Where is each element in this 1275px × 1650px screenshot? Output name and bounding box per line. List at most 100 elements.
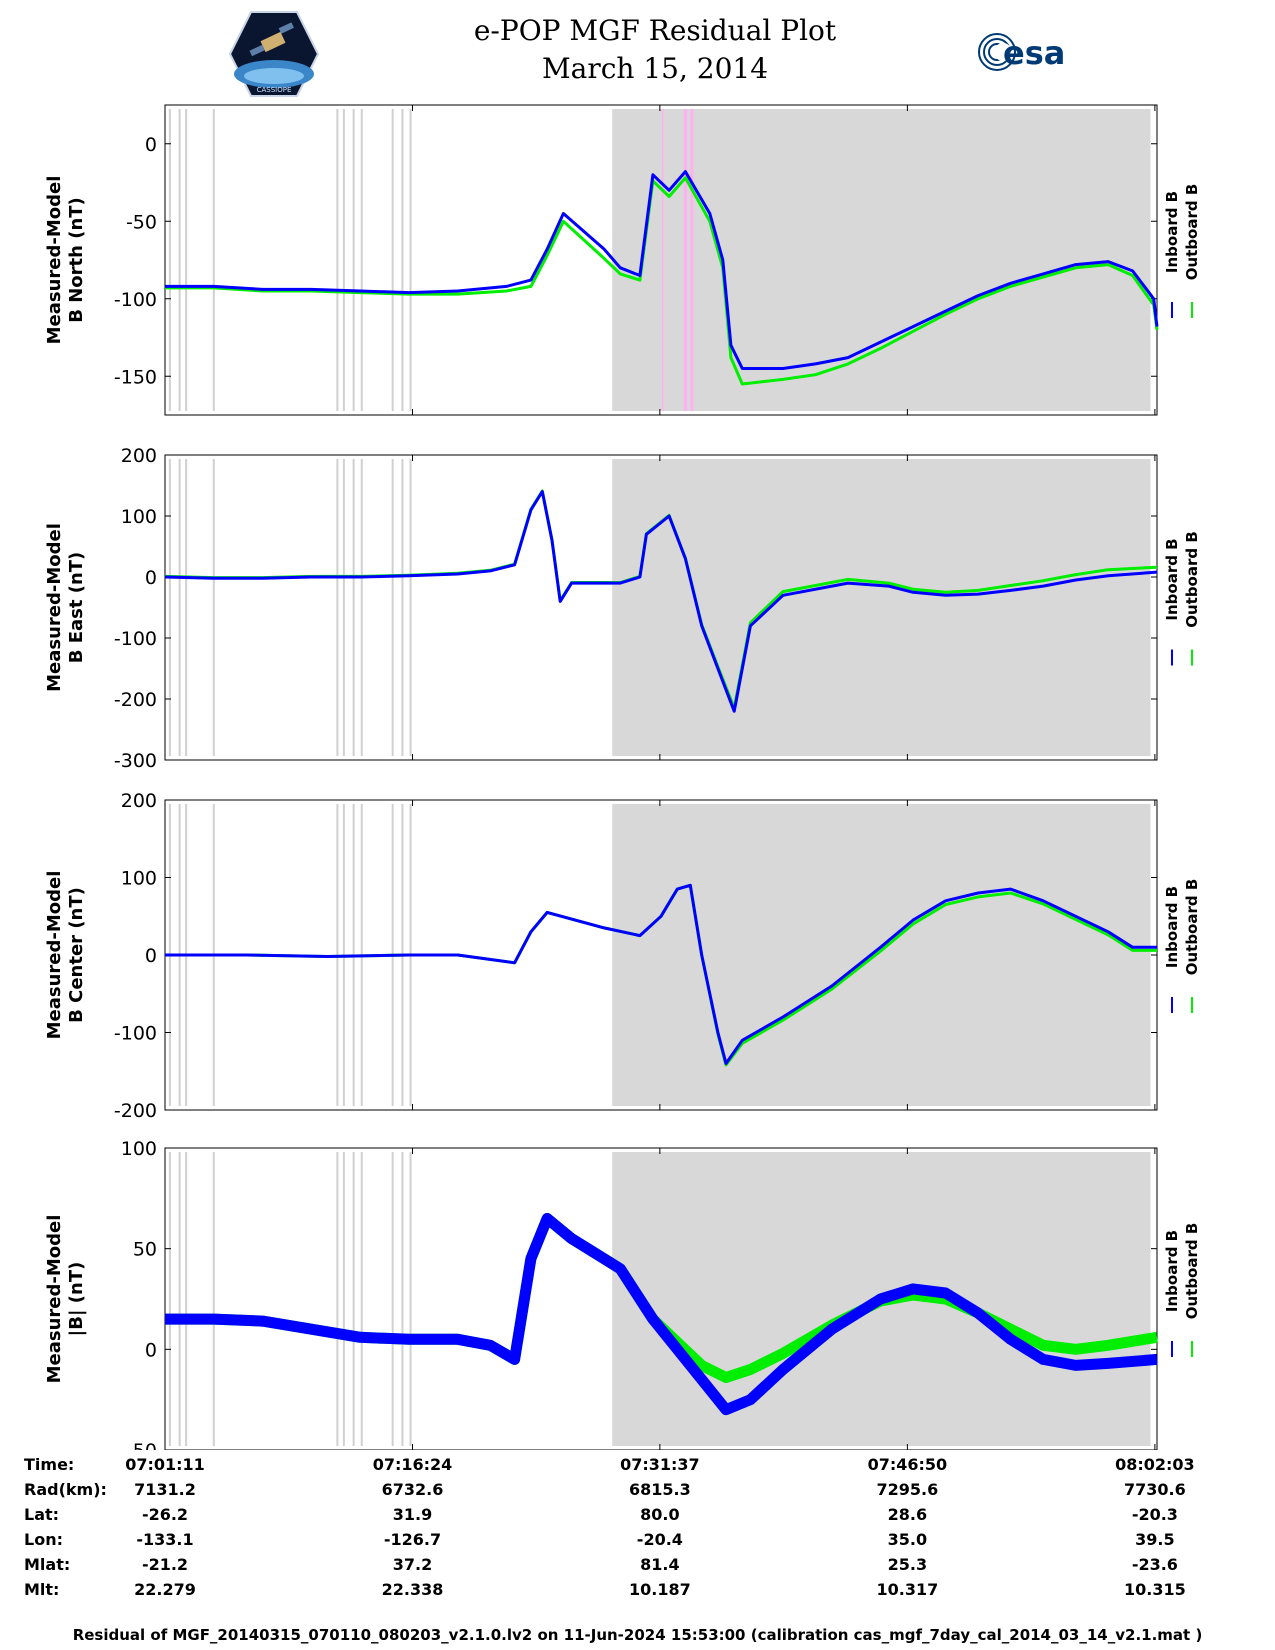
legend-label: Outboard B (1183, 879, 1201, 976)
panel-1: 0 -50 -100 -150 Measured-ModelB North (nT) In… (44, 104, 1201, 416)
ephemeris-value: 10.315 (1124, 1580, 1186, 1599)
shaded-region (612, 109, 1151, 411)
y-axis-label: Measured-Model|B| (nT) (44, 1215, 87, 1384)
y-tick-label: 50 (133, 1239, 157, 1261)
y-tick-label: 100 (121, 1138, 157, 1160)
y-axis-label-line2: B North (nT) (66, 197, 87, 323)
ephemeris-value: -133.1 (136, 1530, 194, 1549)
ephemeris-value: 81.4 (640, 1555, 680, 1574)
legend-label: Inboard B (1163, 191, 1181, 273)
ephemeris-value: 6732.6 (381, 1480, 444, 1499)
y-axis-label: Measured-ModelB North (nT) (44, 176, 87, 345)
shaded-region (612, 804, 1151, 1106)
ephemeris-value: 07:46:50 (867, 1455, 948, 1474)
y-axis-label-line1: Measured-Model (44, 176, 65, 345)
y-tick-label: 200 (121, 445, 157, 467)
y-tick-label: -200 (114, 1100, 157, 1122)
ephemeris-value: 25.3 (887, 1555, 928, 1574)
ephemeris-value: 07:31:37 (620, 1455, 700, 1474)
y-tick-label: -100 (114, 1023, 157, 1045)
legend-label: Inboard B (1163, 886, 1181, 968)
ephemeris-value: 6815.3 (628, 1480, 691, 1499)
shaded-region (612, 459, 1151, 756)
ephemeris-value: 07:01:11 (125, 1455, 205, 1474)
y-axis-label: Measured-ModelB East (nT) (44, 523, 87, 692)
ephemeris-label: Mlat: (24, 1555, 71, 1574)
logo-caption: CASSIOPE (257, 86, 292, 94)
ephemeris-value: -23.6 (1131, 1555, 1178, 1574)
y-tick-label: -100 (114, 628, 157, 650)
y-tick-label: -50 (126, 1440, 157, 1450)
ephemeris-label: Mlt: (24, 1580, 60, 1599)
series-line-outboard (165, 176, 1159, 386)
series-line-inboard (164, 490, 1158, 713)
y-axis-label-line2: B Center (nT) (66, 887, 87, 1023)
ephemeris-value: 07:16:24 (372, 1455, 453, 1474)
ephemeris-value: 10.317 (876, 1580, 939, 1599)
plot-date: March 15, 2014 (541, 52, 769, 85)
panel-3: 200 100 0 -100 -200 Measured-ModelB Center (n… (44, 790, 1201, 1122)
ephemeris-value: 7131.2 (134, 1480, 196, 1499)
ephemeris-value: 35.0 (887, 1530, 928, 1549)
y-tick-label: -150 (114, 366, 157, 388)
panel-2: 200 100 0 -100 -200 -300 Measured-ModelB East … (44, 445, 1201, 772)
plot-title: e-POP MGF Residual Plot (473, 14, 837, 47)
ephemeris-value: 10.187 (628, 1580, 691, 1599)
y-tick-label: 200 (121, 790, 157, 812)
legend-label: Inboard B (1163, 1230, 1181, 1312)
series-line-inboard (165, 883, 1157, 1065)
y-tick-label: 0 (145, 945, 157, 967)
legend-label: Outboard B (1183, 184, 1201, 281)
ephemeris-value: 7730.6 (1124, 1480, 1186, 1499)
y-tick-label: 0 (145, 134, 157, 156)
y-axis-label-line2: |B| (nT) (66, 1262, 87, 1337)
ephemeris-value: 08:02:03 (1115, 1455, 1195, 1474)
legend-label: Outboard B (1183, 531, 1201, 628)
y-axis-label-line1: Measured-Model (44, 871, 65, 1040)
ephemeris-value: 28.6 (887, 1505, 928, 1524)
plot-frame (164, 104, 1158, 416)
footer-caption: Residual of MGF_20140315_070110_080203_v… (72, 1626, 1203, 1644)
esa-logo: esa (975, 30, 1095, 75)
ephemeris-value: -20.4 (636, 1530, 683, 1549)
ephemeris-value: 31.9 (392, 1505, 433, 1524)
y-axis-label-line1: Measured-Model (44, 1215, 65, 1384)
ephemeris-value: 7295.6 (876, 1480, 939, 1499)
panel-4: 100 50 0 -50 Measured-Model|B| (nT) Inboard B… (44, 1138, 1201, 1450)
esa-logo-text: esa (1003, 34, 1065, 72)
series-line-inboard (165, 1213, 1158, 1416)
ephemeris-value: 22.279 (134, 1580, 196, 1599)
y-tick-label: -200 (114, 689, 157, 711)
y-axis-label-line2: B East (nT) (66, 552, 87, 664)
ephemeris-table: Time: 07:01:11 07:16:24 07:31:37 07:46:50 08:… (0, 1455, 1275, 1625)
ephemeris-value: 39.5 (1135, 1530, 1175, 1549)
ephemeris-value: -20.3 (1131, 1505, 1178, 1524)
y-tick-label: -100 (114, 289, 157, 311)
ephemeris-label: Lon: (24, 1530, 63, 1549)
ephemeris-value: -126.7 (383, 1530, 442, 1549)
legend-label: Inboard B (1163, 538, 1181, 620)
ephemeris-value: 80.0 (640, 1505, 680, 1524)
ephemeris-label: Rad(km): (24, 1480, 107, 1499)
y-tick-label: -50 (126, 211, 157, 233)
legend-label: Outboard B (1183, 1223, 1201, 1320)
ephemeris-label: Time: (24, 1455, 75, 1474)
y-tick-label: 100 (121, 868, 157, 890)
plot-frame (164, 454, 1158, 761)
ephemeris-value: -21.2 (141, 1555, 189, 1574)
cassiope-logo: CASSIOPE (228, 10, 320, 98)
ephemeris-label: Lat: (24, 1505, 60, 1524)
y-tick-label: 0 (145, 1339, 157, 1361)
y-tick-label: 0 (145, 567, 157, 589)
ephemeris-value: 37.2 (392, 1555, 433, 1574)
ephemeris-value: 22.338 (381, 1580, 444, 1599)
y-tick-label: 100 (121, 506, 157, 528)
y-axis-label-line1: Measured-Model (44, 523, 65, 692)
ephemeris-value: -26.2 (141, 1505, 189, 1524)
header: CASSIOPE e-POP MGF Residual Plot March 1… (0, 0, 1275, 100)
y-axis-label: Measured-ModelB Center (nT) (44, 871, 87, 1040)
series-line-inboard (165, 170, 1159, 370)
y-tick-label: -300 (114, 750, 157, 772)
plot-frame (164, 1147, 1158, 1450)
